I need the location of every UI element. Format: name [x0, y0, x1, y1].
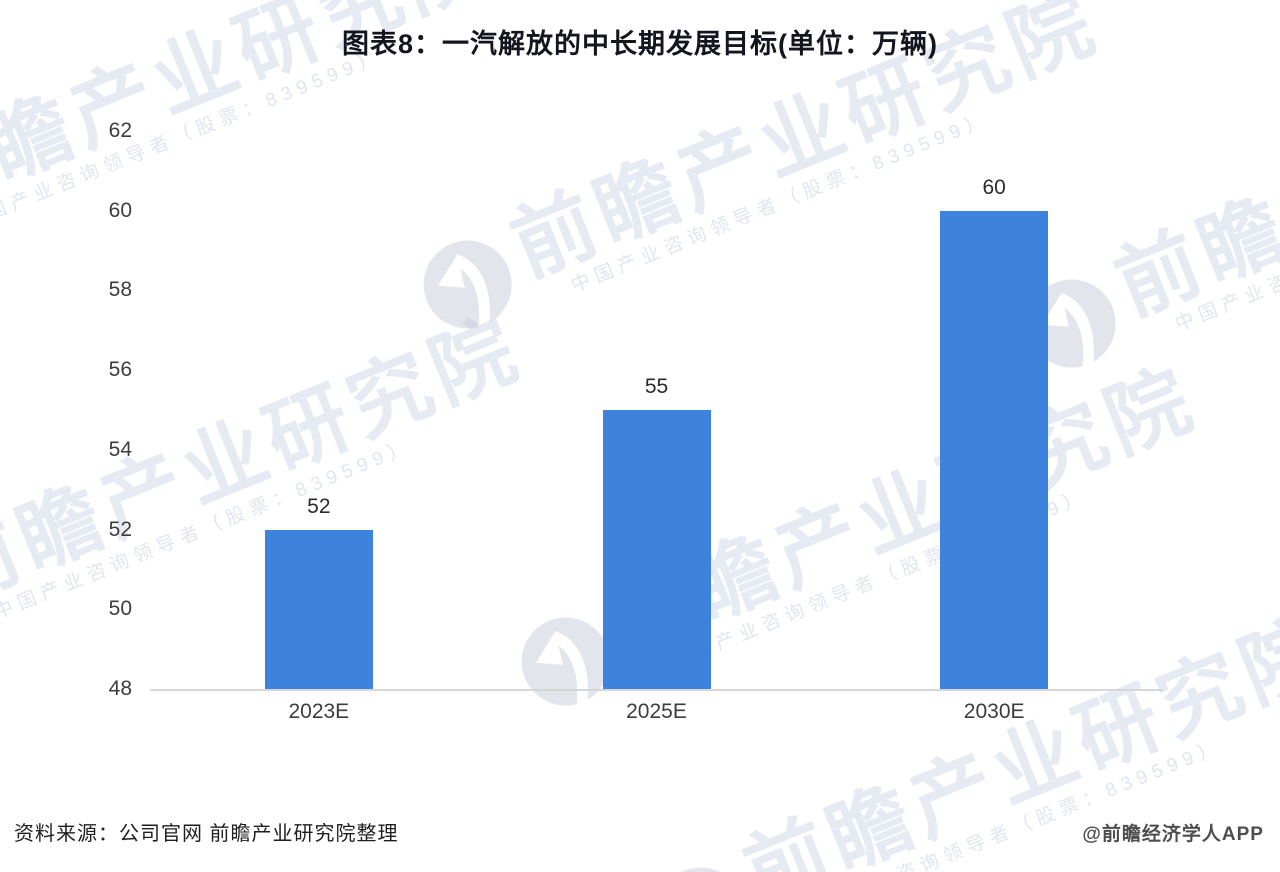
- credit-note: @前瞻经济学人APP: [1082, 824, 1264, 845]
- y-axis-tick-label: 48: [108, 677, 132, 700]
- bar-value-label: 60: [982, 175, 1006, 199]
- watermark-subtext: 中国产业咨询领导者（股票：839599）: [1172, 147, 1280, 336]
- bar-2025E: [602, 410, 711, 689]
- chart-title: 图表8：一汽解放的中长期发展目标(单位：万辆): [342, 29, 938, 59]
- source-note: 资料来源：公司官网 前瞻产业研究院整理: [14, 823, 399, 845]
- y-axis-tick-label: 58: [108, 278, 132, 302]
- qianzhan-logo-icon: [656, 867, 745, 872]
- y-axis-tick-label: 54: [108, 437, 132, 461]
- plot-area: 48 50 52 54 56 58 60 62 52 2023E 55 2025E 60 2030E: [109, 119, 1163, 723]
- y-axis-tick-label: 56: [108, 358, 132, 382]
- y-axis-tick-label: 52: [108, 517, 132, 541]
- y-axis-tick-label: 50: [108, 597, 132, 621]
- x-axis-label: 2025E: [626, 700, 687, 723]
- bar-2030E: [940, 210, 1049, 689]
- x-axis-label: 2023E: [288, 700, 350, 723]
- bar-value-label: 55: [644, 375, 669, 398]
- y-axis-tick-label: 62: [108, 119, 132, 142]
- bar-value-label: 52: [307, 494, 331, 518]
- bar-2023E: [264, 529, 373, 689]
- y-axis-tick-label: 60: [108, 198, 132, 222]
- x-axis-label: 2030E: [963, 700, 1025, 723]
